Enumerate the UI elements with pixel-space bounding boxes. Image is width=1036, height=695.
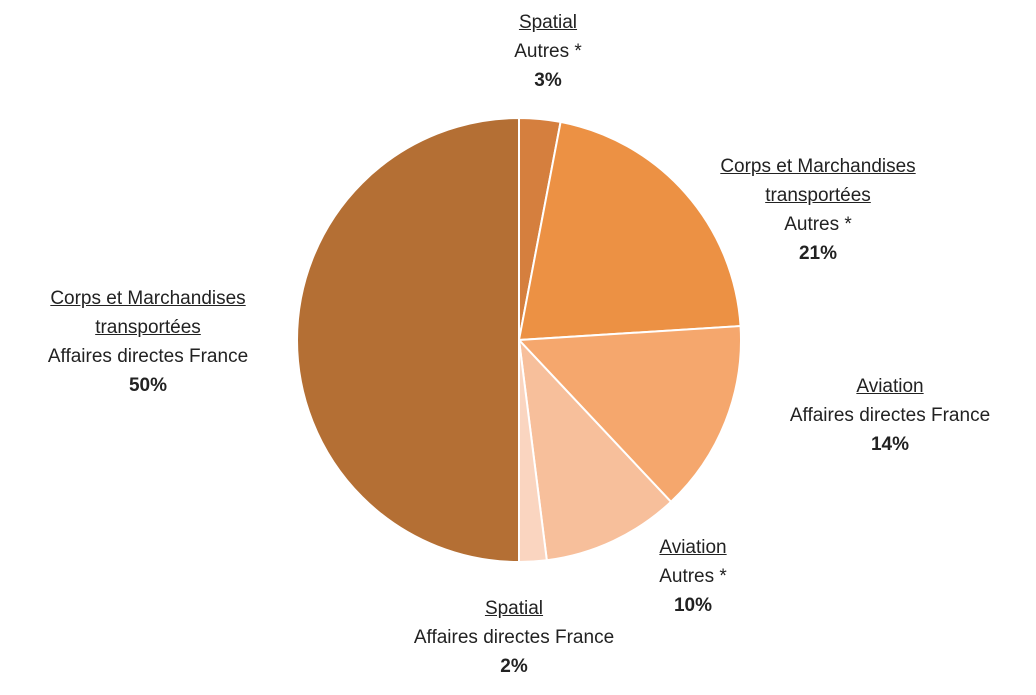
category-name: Corps et Marchandises transportées [720,156,916,206]
slice-label: Corps et Marchandises transportées Affair… [0,284,298,400]
subcategory-name: Autres * [784,214,852,235]
subcategory-name: Affaires directes France [789,405,991,426]
pie-slice [516,325,742,504]
slice-label: Aviation Autres * 10% [543,533,843,620]
value-label: 3% [534,70,562,91]
subcategory-name: Affaires directes France [47,346,249,367]
value-label: 2% [500,656,528,677]
subcategory-name: Affaires directes France [413,627,615,648]
category-name: Spatial [518,12,578,33]
slice-label: Corps et Marchandises transportées Autres… [668,152,968,268]
value-label: 50% [128,375,168,396]
value-label: 21% [798,243,838,264]
value-label: 14% [870,434,910,455]
category-name: Spatial [484,598,544,619]
value-label: 10% [673,595,713,616]
category-name: Aviation [856,376,924,397]
slice-label: Aviation Affaires directes France 14% [740,372,1036,459]
pie-slice [517,337,673,562]
slice-label: Spatial Affaires directes France 2% [364,594,664,681]
subcategory-name: Autres * [659,566,727,587]
pie-slice [296,116,520,564]
pie-slice [517,120,742,342]
slice-label: Spatial Autres * 3% [398,8,698,95]
category-name: Corps et Marchandises transportées [50,288,246,338]
subcategory-name: Autres * [514,41,582,62]
category-name: Aviation [659,537,727,558]
